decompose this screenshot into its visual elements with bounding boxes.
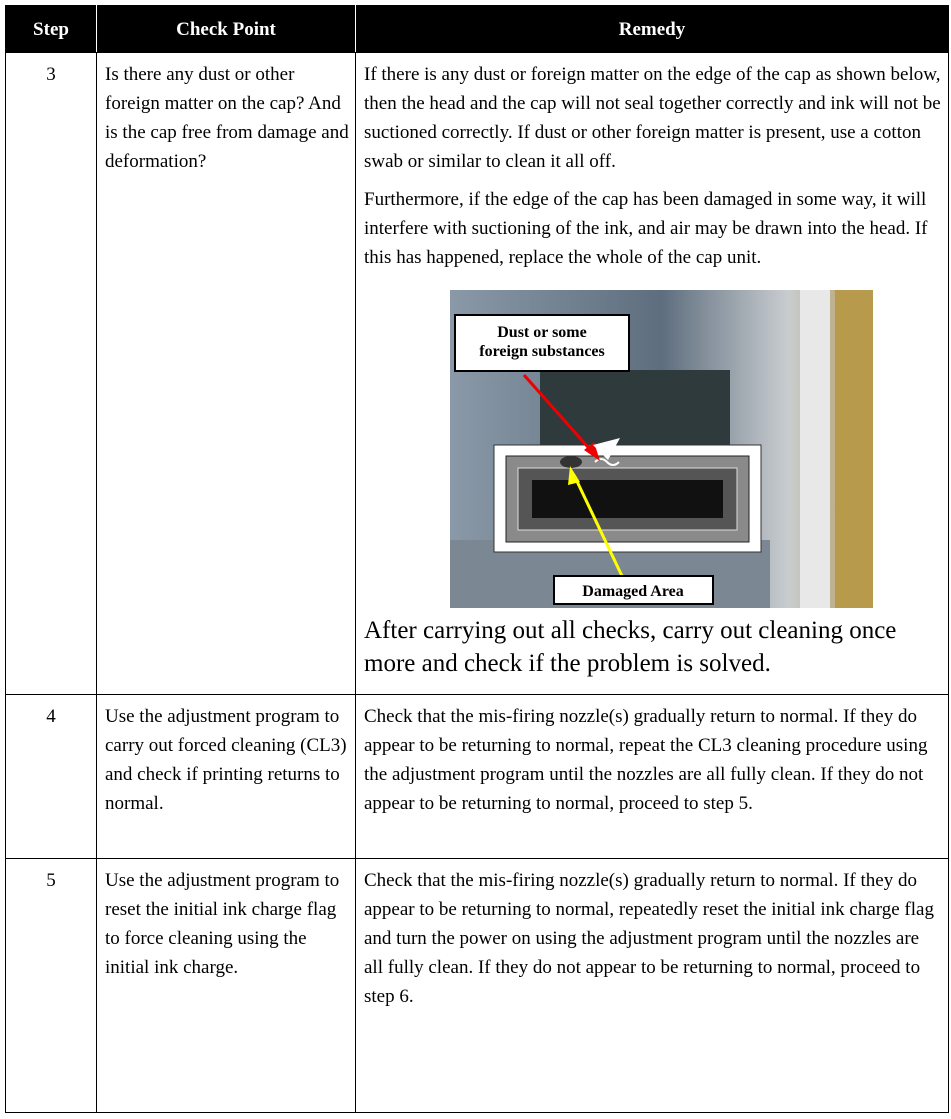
note: After carrying out all checks, carry out… [364, 617, 897, 677]
row: 4 Use the adjustment program to carry ou… [5, 694, 949, 859]
remedy-cell: Check that the mis-firing nozzle(s) grad… [355, 858, 949, 1113]
paragraph: Furthermore, if the edge of the cap has … [364, 189, 928, 268]
callout-label: Dust or some foreign substances [479, 324, 605, 360]
row: 5 Use the adjustment program to reset th… [5, 858, 949, 1113]
cap-photo: Dust or some foreign substances Damaged A… [450, 290, 873, 608]
callout-label: Damaged Area [582, 583, 683, 600]
header-cell: Step [5, 5, 97, 53]
step-cell: 3 [5, 52, 97, 695]
paragraph: If there is any dust or foreign matter o… [364, 64, 941, 172]
step-cell: 5 [5, 858, 97, 1113]
check-cell: Is there any dust or other foreign matte… [96, 52, 356, 695]
row: 3 Is there any dust or other foreign mat… [5, 52, 949, 695]
check-cell: Use the adjustment program to reset the … [96, 858, 356, 1113]
check-cell: Use the adjustment program to carry out … [96, 694, 356, 859]
callout-line: Dust or some [497, 324, 586, 341]
paragraph: Check that the mis-firing nozzle(s) grad… [364, 870, 934, 1007]
header-cell: Remedy [355, 5, 949, 53]
trouble-table: Step Check Point Remedy 3 Is there any d… [5, 5, 949, 1113]
header-row: Step Check Point Remedy [5, 5, 949, 53]
remedy-cell: If there is any dust or foreign matter o… [355, 52, 949, 695]
header-cell: Check Point [96, 5, 356, 53]
remedy-cell: Check that the mis-firing nozzle(s) grad… [355, 694, 949, 859]
paragraph: Check that the mis-firing nozzle(s) grad… [364, 706, 928, 814]
callout-line: foreign substances [479, 343, 605, 360]
step-cell: 4 [5, 694, 97, 859]
